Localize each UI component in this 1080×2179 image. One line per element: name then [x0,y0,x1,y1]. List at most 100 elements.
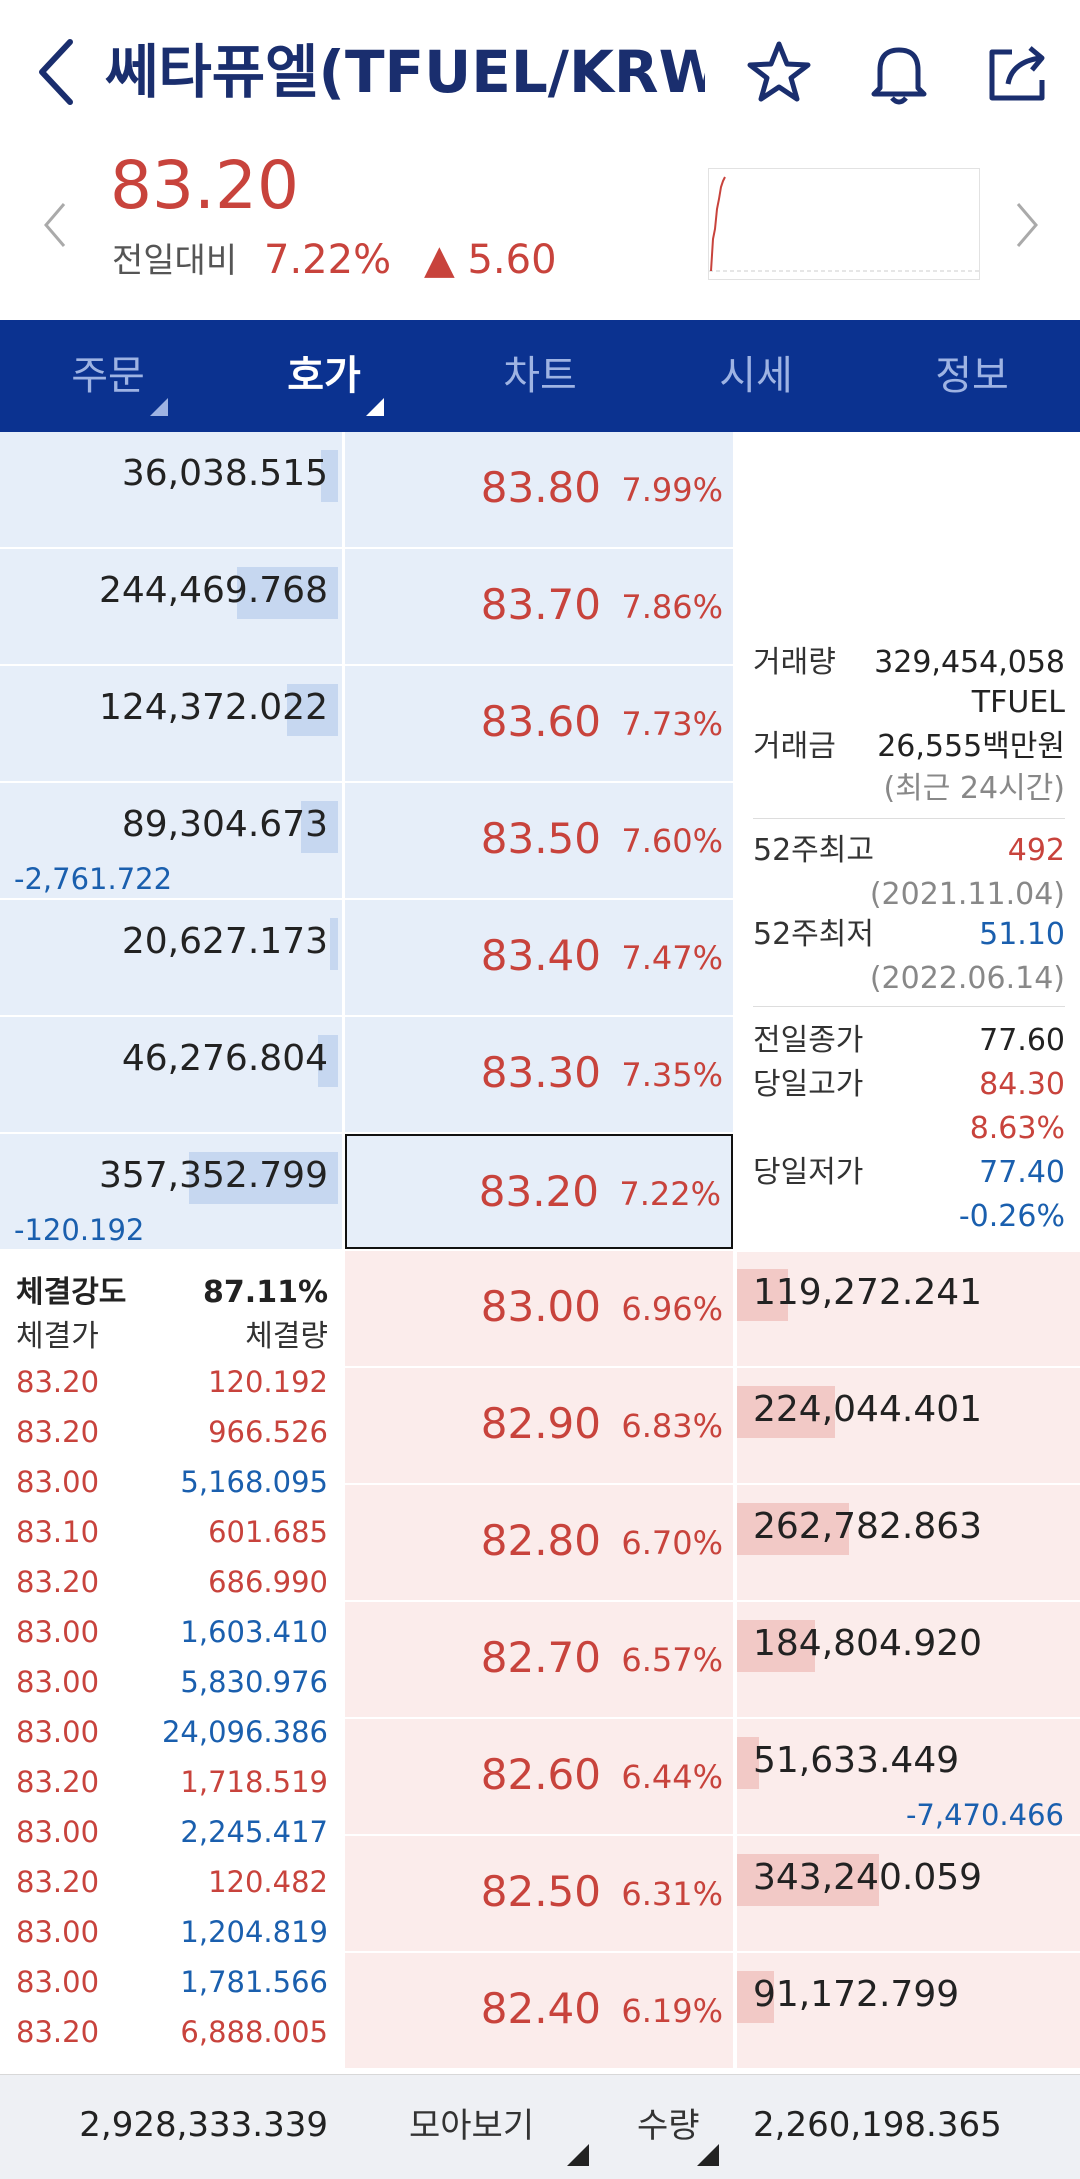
ask-price: 83.50 [480,814,601,863]
trade-qty: 686.990 [208,1565,328,1599]
tab-chart[interactable]: 차트 [432,320,648,432]
ask-qty-change: -120.192 [14,1213,145,1247]
bid-qty-cell[interactable]: 184,804.920 [737,1602,1080,1717]
ask-price-cell[interactable]: 83.20 7.22% [345,1134,733,1249]
ask-qty-cell[interactable]: 89,304.673 -2,761.722 [0,783,342,898]
ask-row[interactable]: 124,372.022 83.60 7.73% [0,666,1080,783]
favorite-button[interactable] [742,36,816,110]
bid-price-pct: 6.19% [621,1992,723,2030]
trade-row: 83.00 1,781.566 [16,1962,328,2012]
ask-qty-cell[interactable]: 36,038.515 [0,432,342,547]
bid-price-cell[interactable]: 82.50 6.31% [345,1836,733,1951]
bid-qty-cell[interactable]: 343,240.059 [737,1836,1080,1951]
ask-qty-cell[interactable]: 124,372.022 [0,666,342,781]
change-amount: ▲ 5.60 [424,237,557,283]
trade-qty: 24,096.386 [161,1715,328,1749]
tab-orderbook[interactable]: 호가 [216,320,432,432]
low52-date: (2022.06.14) [869,961,1065,996]
ask-qty-cell[interactable]: 357,352.799 -120.192 [0,1134,342,1249]
ask-row[interactable]: 36,038.515 83.80 7.99% [0,432,1080,549]
bid-volume-bar [737,1971,774,2023]
bid-price-cell[interactable]: 82.60 6.44% [345,1719,733,1834]
next-coin-button[interactable] [1012,200,1042,254]
bid-qty-cell[interactable]: 51,633.449 -7,470.466 [737,1719,1080,1834]
trade-row: 83.20 6,888.005 [16,2012,328,2062]
share-button[interactable] [982,36,1056,110]
bid-price-cell[interactable]: 82.80 6.70% [345,1485,733,1600]
bid-qty-cell[interactable]: 119,272.241 [737,1251,1080,1366]
trade-row: 83.20 120.482 [16,1862,328,1912]
trade-price: 83.00 [16,1715,100,1749]
ask-row[interactable]: 46,276.804 83.30 7.35% [0,1017,1080,1134]
bid-row[interactable]: 82.60 6.44% 51,633.449 -7,470.466 [0,1719,1080,1836]
bid-row[interactable]: 83.00 6.96% 119,272.241 [0,1251,1080,1368]
alert-button[interactable] [862,36,936,110]
tab-info[interactable]: 정보 [864,320,1080,432]
volume-unit: TFUEL [971,685,1065,720]
bid-price-pct: 6.44% [621,1758,723,1796]
quantity-mode-button[interactable]: 수량 [637,2101,700,2151]
star-icon [747,41,811,102]
group-view-label: 모아보기 [409,2106,535,2146]
trade-qty-header: 체결량 [245,1319,328,1354]
ask-qty-cell[interactable]: 46,276.804 [0,1017,342,1132]
bid-price-cell[interactable]: 82.40 6.19% [345,1953,733,2068]
bid-qty-cell[interactable]: 91,172.799 [737,1953,1080,2068]
ask-volume-bar [287,684,338,736]
ask-price-cell[interactable]: 83.50 7.60% [345,783,733,898]
ask-price-cell[interactable]: 83.40 7.47% [345,900,733,1015]
bid-qty-cell[interactable]: 224,044.401 [737,1368,1080,1483]
back-button[interactable] [30,32,90,112]
ask-volume-bar [318,1035,338,1087]
bid-qty: 119,272.241 [753,1272,983,1313]
prev-coin-button[interactable] [40,200,70,254]
bid-row[interactable]: 82.40 6.19% 91,172.799 [0,1953,1080,2070]
trade-row: 83.00 1,603.410 [16,1612,328,1662]
ask-row[interactable]: 20,627.173 83.40 7.47% [0,900,1080,1017]
page-title: 쎄타퓨엘(TFUEL/KRW... [105,38,705,106]
ask-volume-bar [237,567,338,619]
trade-qty: 2,245.417 [180,1815,328,1849]
bid-qty-cell[interactable]: 262,782.863 [737,1485,1080,1600]
tab-market[interactable]: 시세 [648,320,864,432]
ask-price-pct: 7.60% [621,822,723,860]
bid-price-cell[interactable]: 82.90 6.83% [345,1368,733,1483]
bid-price-cell[interactable]: 82.70 6.57% [345,1602,733,1717]
divider [753,1006,1065,1007]
mini-price-chart[interactable] [708,168,981,280]
bid-volume-bar [737,1386,835,1438]
amount-label: 거래금 [753,729,836,764]
day-high-value: 84.30 [979,1067,1065,1102]
volume-label: 거래량 [753,645,836,680]
ask-price-cell[interactable]: 83.70 7.86% [345,549,733,664]
trade-qty: 6,888.005 [180,2015,328,2049]
bid-row[interactable]: 82.80 6.70% 262,782.863 [0,1485,1080,1602]
bid-price-pct: 6.70% [621,1524,723,1562]
tab-order[interactable]: 주문 [0,320,216,432]
chevron-right-icon [1016,203,1038,247]
group-view-button[interactable]: 모아보기 [409,2101,534,2151]
trade-qty: 120.192 [208,1365,328,1399]
bid-price: 82.70 [480,1633,601,1682]
ask-row[interactable]: 89,304.673 -2,761.722 83.50 7.60% [0,783,1080,900]
prev-close-label: 전일종가 [753,1023,864,1058]
ask-qty-cell[interactable]: 20,627.173 [0,900,342,1015]
ask-qty-cell[interactable]: 244,469.768 [0,549,342,664]
ask-row[interactable]: 357,352.799 -120.192 83.20 7.22% [0,1134,1080,1251]
ask-row[interactable]: 244,469.768 83.70 7.86% [0,549,1080,666]
bid-row[interactable]: 82.90 6.83% 224,044.401 [0,1368,1080,1485]
share-icon [989,46,1045,101]
ask-qty: 89,304.673 [121,804,328,845]
ask-price-cell[interactable]: 83.60 7.73% [345,666,733,781]
bid-qty: 224,044.401 [753,1389,983,1430]
trade-price: 83.00 [16,1665,100,1699]
bid-row[interactable]: 82.70 6.57% 184,804.920 [0,1602,1080,1719]
ask-price-pct: 7.47% [621,939,723,977]
ask-price-cell[interactable]: 83.30 7.35% [345,1017,733,1132]
bid-qty: 51,633.449 [753,1740,960,1781]
ask-price-cell[interactable]: 83.80 7.99% [345,432,733,547]
bid-row[interactable]: 82.50 6.31% 343,240.059 [0,1836,1080,1953]
ask-qty-change: -2,761.722 [14,862,173,896]
day-high-pct: 8.63% [969,1111,1065,1146]
bid-price-cell[interactable]: 83.00 6.96% [345,1251,733,1366]
